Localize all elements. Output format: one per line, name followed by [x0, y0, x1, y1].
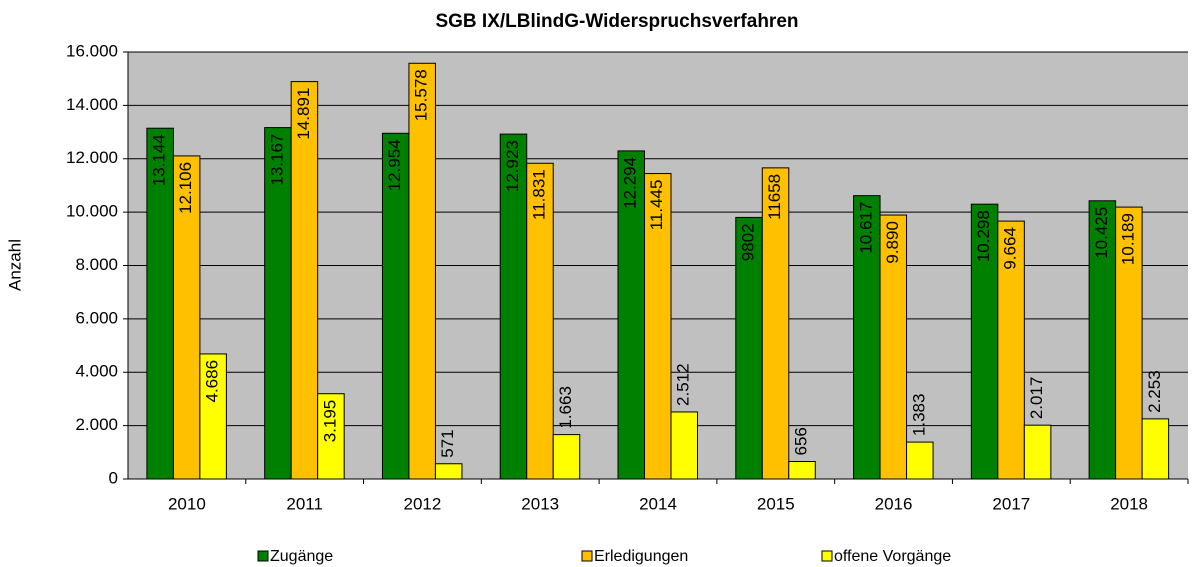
bar [788, 460, 816, 480]
y-tick-label: 2.000 [75, 415, 118, 434]
y-tick-label: 8.000 [75, 255, 118, 274]
y-tick-label: 6.000 [75, 308, 118, 327]
value-label: 10.189 [1118, 213, 1137, 265]
chart-title: SGB IX/LBlindG-Widerspruchsverfahren [435, 11, 798, 32]
y-tick-label: 10.000 [66, 202, 118, 221]
value-label: 656 [792, 427, 811, 455]
bar [853, 195, 881, 480]
bar [617, 150, 645, 480]
legend-label: offene Vorgänge [834, 548, 951, 565]
x-tick-label: 2014 [639, 494, 677, 513]
value-label: 13.144 [150, 134, 169, 186]
value-label: 9.664 [1001, 227, 1020, 270]
value-label: 1.383 [909, 394, 928, 437]
value-label: 11.445 [647, 180, 666, 231]
bar [381, 132, 410, 480]
x-tick-label: 2012 [404, 494, 442, 513]
value-label: 13.167 [267, 134, 286, 186]
bar [172, 155, 201, 480]
y-tick-label: 4.000 [75, 362, 118, 381]
y-tick-label: 12.000 [66, 148, 118, 167]
y-axis-label: Anzahl [5, 239, 24, 291]
value-label: 15.578 [412, 69, 431, 121]
value-label: 9802 [739, 223, 758, 261]
bar [290, 81, 319, 480]
value-label: 571 [438, 429, 457, 457]
x-tick-label: 2016 [875, 494, 913, 513]
value-label: 12.294 [621, 157, 640, 209]
bar [264, 127, 292, 480]
value-label: 11.831 [529, 169, 548, 220]
x-tick-label: 2017 [992, 494, 1030, 513]
bar [317, 393, 345, 480]
value-label: 3.195 [320, 400, 339, 443]
bar [1088, 200, 1117, 480]
x-tick-label: 2013 [521, 494, 559, 513]
y-tick-label: 0 [109, 468, 118, 487]
value-label: 14.891 [294, 88, 313, 140]
bar [879, 214, 908, 480]
y-tick-label: 14.000 [66, 95, 118, 114]
value-label: 12.954 [385, 139, 404, 191]
x-tick-label: 2011 [286, 494, 323, 513]
bar [199, 353, 227, 480]
x-tick-label: 2018 [1110, 494, 1148, 513]
value-label: 2.253 [1145, 370, 1164, 413]
bar [735, 216, 763, 480]
value-label: 2.512 [674, 363, 693, 406]
bar [499, 133, 528, 480]
bar [526, 162, 554, 480]
value-label: 10.617 [856, 202, 875, 254]
bar [670, 411, 698, 480]
legend-swatch [257, 550, 269, 562]
bar [434, 463, 463, 480]
bar [1115, 206, 1143, 480]
bar [644, 173, 672, 480]
value-label: 10.298 [974, 210, 993, 262]
value-label: 12.106 [176, 162, 195, 214]
legend-swatch [581, 550, 593, 562]
bar [997, 220, 1025, 480]
bar [906, 441, 934, 480]
value-label: 10.425 [1092, 207, 1111, 259]
legend-label: Zugänge [270, 548, 333, 565]
value-label: 2.017 [1027, 377, 1046, 420]
bar [552, 434, 581, 480]
value-label: 1.663 [556, 386, 575, 429]
bar [1023, 424, 1052, 480]
legend-label: Erledigungen [594, 548, 688, 565]
bar [970, 203, 999, 480]
value-label: 9.890 [883, 221, 902, 264]
legend-swatch [821, 550, 833, 562]
value-label: 11658 [765, 174, 784, 220]
bar [761, 167, 790, 480]
value-label: 4.686 [203, 360, 222, 403]
bar [408, 62, 436, 480]
bar [1141, 418, 1170, 480]
y-tick-label: 16.000 [66, 41, 118, 60]
value-label: 12.923 [503, 140, 522, 192]
bar [146, 127, 174, 480]
x-tick-label: 2010 [168, 494, 206, 513]
x-tick-label: 2015 [757, 494, 795, 513]
